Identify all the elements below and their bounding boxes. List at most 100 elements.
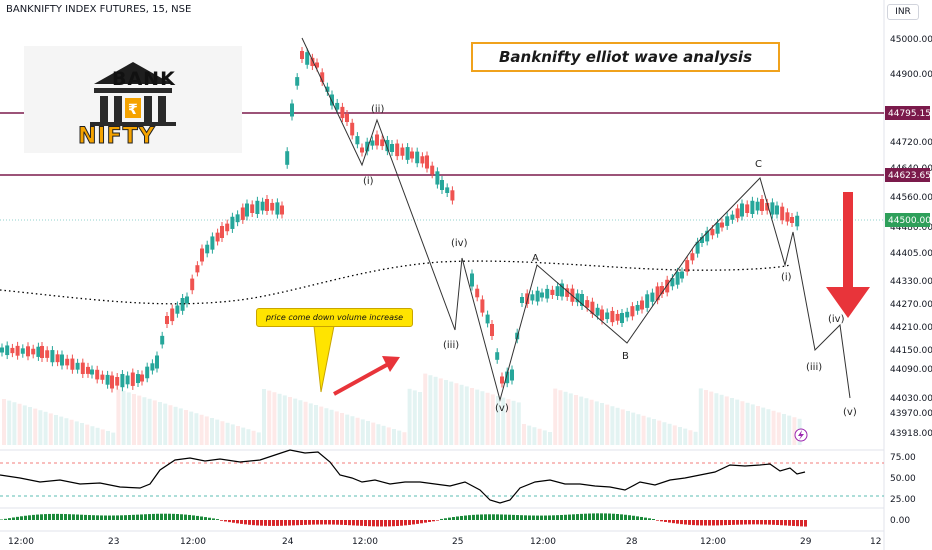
candle-body [615, 313, 620, 321]
histogram-bar [424, 520, 427, 523]
price-axis[interactable]: 45000.0044900.0044720.0044640.0044560.00… [885, 35, 932, 439]
candle-body [40, 346, 44, 358]
candle-body [365, 141, 370, 152]
candle-body [735, 208, 740, 219]
volume-bar [444, 380, 448, 445]
candle-body [160, 335, 165, 345]
volume-bar [80, 423, 84, 445]
histogram-bar [304, 520, 307, 525]
volume-bar [100, 429, 105, 445]
volume-bar [423, 373, 428, 445]
histogram-bar [656, 520, 659, 521]
volume-bar [225, 422, 230, 445]
price-tick-label: 44270.00 [890, 300, 932, 310]
volume-bar [506, 399, 511, 445]
volume-bar [776, 412, 781, 445]
candle-body [425, 155, 429, 169]
volume-bar [308, 403, 313, 445]
histogram-bar [416, 520, 419, 524]
histogram-bar [120, 515, 123, 520]
histogram-bar [600, 513, 603, 520]
candle-body [585, 300, 590, 308]
candle-body [700, 237, 704, 243]
histogram-bar [64, 514, 67, 520]
candle-body [395, 143, 400, 157]
candle-body [765, 202, 770, 211]
volume-bar [28, 407, 32, 445]
candle-body [430, 165, 435, 175]
histogram-bar [176, 514, 179, 520]
candle-body [405, 147, 410, 160]
volume-bar [683, 428, 688, 445]
volume-bar [355, 417, 360, 445]
volume-bar [584, 398, 589, 445]
histogram-bar [728, 520, 731, 525]
histogram-bar [84, 514, 87, 520]
volume-bar [527, 425, 532, 445]
histogram-bar [616, 513, 619, 520]
histogram-bar [524, 515, 527, 520]
candle-body [265, 199, 269, 211]
candle-body [550, 289, 555, 295]
volume-bar [38, 410, 43, 445]
volume-bar [636, 414, 641, 445]
candle-body [795, 215, 800, 227]
histogram-bar [708, 520, 711, 526]
wave-label-A: A [532, 253, 539, 264]
histogram-bar [404, 520, 407, 526]
volume-bar [220, 421, 225, 445]
wave-label-C: C [755, 159, 762, 170]
volume-bar [142, 397, 147, 445]
histogram-bar [252, 520, 255, 526]
candle-body [5, 345, 10, 356]
volume-bar [137, 395, 142, 445]
histogram-bar [56, 513, 59, 520]
histogram-bar [356, 520, 359, 526]
histogram-bar [72, 514, 75, 520]
histogram-bar [188, 514, 191, 520]
candle-body [540, 292, 544, 298]
histogram-bar [556, 515, 559, 520]
volume-bar [402, 432, 407, 445]
time-tick-label: 23 [108, 537, 119, 547]
svg-text:₹: ₹ [128, 102, 138, 118]
candle-body [560, 283, 564, 297]
histogram-bar [420, 520, 423, 524]
rsi-tick-label: 25.00 [890, 495, 916, 505]
volume-bar [95, 427, 100, 445]
volume-bar [121, 390, 126, 445]
wave-label-i2: (i) [781, 272, 792, 283]
volume-bar [158, 402, 162, 445]
histogram-bar [580, 513, 583, 520]
volume-bar [74, 421, 79, 445]
histogram-bar [428, 520, 431, 522]
histogram-bar [156, 513, 159, 520]
down-arrow-icon [826, 192, 870, 318]
candle-body [720, 222, 724, 228]
candle-body [100, 374, 105, 380]
volume-bars [2, 373, 802, 445]
candle-body [200, 248, 204, 262]
histogram-bar [216, 519, 219, 520]
note-pointer [313, 325, 335, 393]
symbol-title[interactable]: BANKNIFTY INDEX FUTURES, 15, NSE [6, 4, 192, 15]
histogram-bar [692, 520, 695, 526]
candle-body [490, 324, 494, 336]
volume-bar [184, 410, 188, 445]
volume-bar [126, 392, 131, 445]
candle-body [485, 314, 490, 324]
wave-label-ii: (ii) [371, 104, 384, 115]
volume-bar [574, 395, 578, 445]
price-tick-label: 44210.00 [890, 323, 932, 333]
lightning-icon[interactable] [794, 428, 808, 442]
histogram-bar [444, 518, 447, 520]
volume-bar [262, 389, 266, 445]
wave-label-v2: (v) [843, 407, 857, 418]
time-axis[interactable]: 12:00 23 12:00 24 12:00 25 12:00 28 12:00 29 12 [8, 537, 881, 547]
volume-bar [116, 389, 121, 445]
histogram-bar [528, 515, 531, 520]
price-tick-label: 43970.00 [890, 409, 932, 419]
currency-button[interactable]: INR [887, 4, 919, 20]
price-tick-label: 44480.00 [890, 223, 932, 233]
